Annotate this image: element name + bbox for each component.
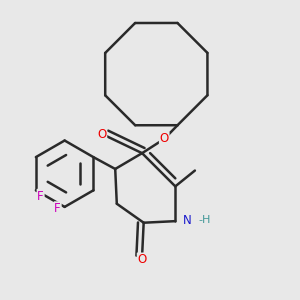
Text: N: N xyxy=(183,214,192,227)
Text: O: O xyxy=(97,128,106,141)
Text: F: F xyxy=(54,202,61,215)
Text: O: O xyxy=(137,253,147,266)
Text: F: F xyxy=(37,190,44,202)
Text: -H: -H xyxy=(198,215,211,225)
Text: O: O xyxy=(160,132,169,146)
